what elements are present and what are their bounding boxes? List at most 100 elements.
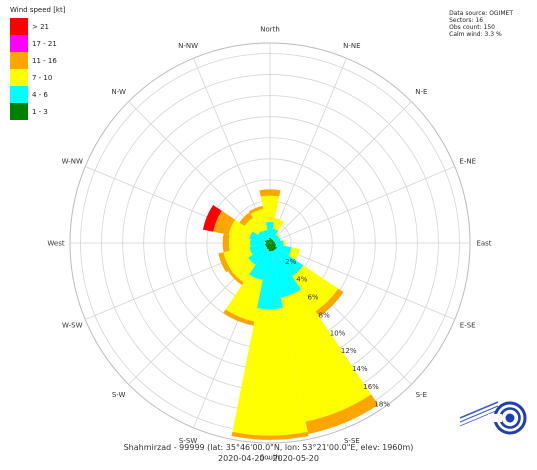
wind-sector-segment xyxy=(268,243,272,252)
direction-label: E-SE xyxy=(460,321,476,329)
radial-tick-labels: 2% 4% 6% 8% 10% 12% 14% 16% 18% xyxy=(285,258,390,409)
wind-sector-segment xyxy=(250,208,268,232)
direction-label: S-SW xyxy=(179,437,197,445)
wind-sector-segment xyxy=(270,243,278,251)
direction-label: W-NW xyxy=(62,158,83,166)
wind-sector-segment xyxy=(270,240,275,243)
legend-item: 4 - 6 xyxy=(10,86,65,103)
direction-label: North xyxy=(260,26,280,34)
wind-sector-segment xyxy=(248,205,264,215)
wind-sector-segment xyxy=(248,248,269,281)
direction-label: N-E xyxy=(415,88,427,96)
info-box: Data source: OGIMET Sectors: 16 Obs coun… xyxy=(449,10,513,38)
wind-sector-segment xyxy=(265,221,275,238)
wind-sector-segment xyxy=(239,212,254,227)
wind-sector-segment xyxy=(270,241,276,245)
wind-sector-segment xyxy=(250,239,266,247)
direction-label: E-NE xyxy=(459,158,476,166)
wind-sector-segment xyxy=(271,250,301,298)
wind-sector-segment xyxy=(232,308,308,436)
wind-sector-segment xyxy=(270,243,275,252)
radial-tick-label: 4% xyxy=(296,276,307,284)
wind-sector-segment xyxy=(259,189,281,197)
wind-sector-segment xyxy=(202,204,222,232)
direction-labels: North N-NE N-E E-NE East E-SE S-E S-SE South S-SW… xyxy=(47,26,491,462)
legend-label: 17 - 21 xyxy=(32,39,57,48)
radial-tick-label: 18% xyxy=(374,401,390,409)
legend-label: 1 - 3 xyxy=(32,107,48,116)
grid-spoke xyxy=(269,166,455,244)
wind-sector-segment xyxy=(257,251,283,310)
info-obs-count: Obs count: 150 xyxy=(449,24,495,31)
radial-tick-label: 6% xyxy=(307,294,318,302)
direction-label: S-E xyxy=(416,391,427,399)
legend-swatch xyxy=(10,35,28,52)
info-data-source: Data source: OGIMET xyxy=(449,10,513,17)
wind-sector-segment xyxy=(272,234,279,241)
wind-sector-segment xyxy=(228,219,253,239)
legend: Wind speed [kt] > 21 17 - 21 11 - 16 7 -… xyxy=(10,6,65,120)
legend-swatch xyxy=(10,86,28,103)
radial-tick-label: 10% xyxy=(330,329,346,337)
wind-sector-segment xyxy=(268,239,270,243)
station-info: Shahmirzad - 99999 (lat: 35°46'00.0"N, l… xyxy=(123,443,414,452)
radial-tick-label: 14% xyxy=(352,365,368,373)
wind-sector-segment xyxy=(225,274,263,322)
date-range: 2020-04-20 - 2020-05-20 xyxy=(218,454,319,463)
radial-tick-label: 16% xyxy=(363,383,379,391)
wind-sector-segment xyxy=(288,247,300,260)
wind-sector-segment xyxy=(223,247,253,270)
grid-spoke xyxy=(269,58,347,244)
wind-sector-segment xyxy=(260,195,280,223)
grid-spoke xyxy=(269,101,412,244)
direction-label: East xyxy=(476,240,491,248)
wind-sector-segment xyxy=(264,243,270,246)
wind-sector-segment xyxy=(244,217,262,235)
info-calm-wind: Calm wind: 3.3 % xyxy=(449,31,502,38)
wind-sector-segment xyxy=(274,247,304,277)
wind-sector-segment xyxy=(248,245,268,265)
legend-label: 7 - 10 xyxy=(32,73,53,82)
legend-swatch xyxy=(10,52,28,69)
wind-sector-segment xyxy=(275,240,284,246)
legend-item: 17 - 21 xyxy=(10,35,65,52)
legend-label: > 21 xyxy=(32,22,49,31)
wind-sector-segment xyxy=(283,239,286,247)
info-sectors: Sectors: 16 xyxy=(449,17,484,24)
wind-sector-segment xyxy=(266,243,270,250)
wind-sector-segment xyxy=(249,244,266,255)
wind-sector-segment xyxy=(273,237,281,243)
wind-sector-segment xyxy=(275,244,292,256)
grid-spoke xyxy=(269,242,455,320)
wind-sector-segment xyxy=(270,238,273,243)
wind-sector-segment xyxy=(265,242,270,244)
wind-sector-segment xyxy=(228,234,251,252)
wind-sector-segment xyxy=(227,269,244,286)
wind-sector-segment xyxy=(266,239,270,243)
radial-tick-label: 12% xyxy=(341,347,357,355)
legend-swatch xyxy=(10,18,28,35)
wind-sector-segment xyxy=(270,239,274,243)
wind-sector-segment xyxy=(223,309,255,326)
legend-item: 11 - 16 xyxy=(10,52,65,69)
legend-item: 7 - 10 xyxy=(10,69,65,86)
direction-label: S-W xyxy=(112,391,126,399)
wind-sector-segment xyxy=(280,289,372,422)
radial-tick-label: 2% xyxy=(285,258,296,266)
wind-sector-segment xyxy=(272,218,285,231)
direction-label: West xyxy=(47,240,64,248)
wind-sector-segment xyxy=(292,265,339,312)
spiral-logo xyxy=(459,401,527,435)
legend-swatch xyxy=(10,103,28,120)
direction-label: W-SW xyxy=(62,321,83,329)
wind-sector-segment xyxy=(231,431,309,440)
wind-sector-segment xyxy=(257,230,268,241)
wind-sectors xyxy=(202,189,379,440)
legend-item: 1 - 3 xyxy=(10,103,65,120)
wind-sector-segment xyxy=(268,237,272,243)
legend-swatch xyxy=(10,69,28,86)
radial-tick-label: 8% xyxy=(319,311,330,319)
wind-sector-segment xyxy=(315,288,344,317)
wind-sector-segment xyxy=(270,243,277,247)
wind-sector-segment xyxy=(265,243,270,248)
